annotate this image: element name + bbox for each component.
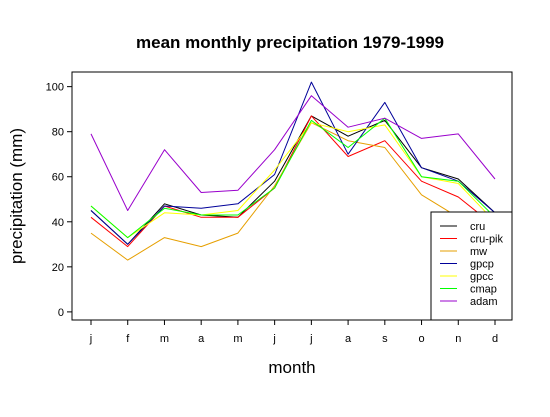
legend-label-cru: cru xyxy=(470,221,485,233)
series-line-gpcp xyxy=(90,81,496,245)
y-tick-label: 20 xyxy=(52,262,64,274)
chart-title: mean monthly precipitation 1979-1999 xyxy=(136,33,444,52)
legend-label-cmap: cmap xyxy=(470,284,497,296)
x-tick-label: j xyxy=(309,333,312,345)
y-tick-label: 100 xyxy=(46,82,64,94)
series-line-adam xyxy=(90,95,496,211)
legend-label-mw: mw xyxy=(470,246,487,258)
legend-label-adam: adam xyxy=(470,296,498,308)
y-tick-label: 40 xyxy=(52,217,64,229)
y-tick-label: 60 xyxy=(52,172,64,184)
x-tick-label: m xyxy=(160,333,169,345)
legend-label-cru-pik: cru-pik xyxy=(470,234,504,246)
series-line-cmap xyxy=(90,117,496,239)
x-tick-label: d xyxy=(492,333,498,345)
legend-box xyxy=(430,211,513,321)
legend-label-gpcc: gpcc xyxy=(470,271,494,283)
y-tick-label: 0 xyxy=(58,307,64,319)
x-tick-label: a xyxy=(198,333,205,345)
x-tick-label: j xyxy=(89,333,92,345)
x-tick-label: m xyxy=(233,333,242,345)
x-tick-label: s xyxy=(382,333,388,345)
y-tick-label: 80 xyxy=(52,127,64,139)
y-axis-title: precipitation (mm) xyxy=(7,128,26,264)
x-tick-label: a xyxy=(345,333,352,345)
x-tick-label: j xyxy=(272,333,275,345)
x-axis-title: month xyxy=(268,358,315,377)
x-tick-label: o xyxy=(418,333,424,345)
y-axis: 0 20 40 60 80 100 xyxy=(46,82,72,319)
legend-label-gpcp: gpcp xyxy=(470,259,494,271)
x-tick-label: f xyxy=(126,333,130,345)
x-tick-label: n xyxy=(455,333,461,345)
series-layer xyxy=(90,81,496,261)
plot-frame xyxy=(71,71,513,321)
